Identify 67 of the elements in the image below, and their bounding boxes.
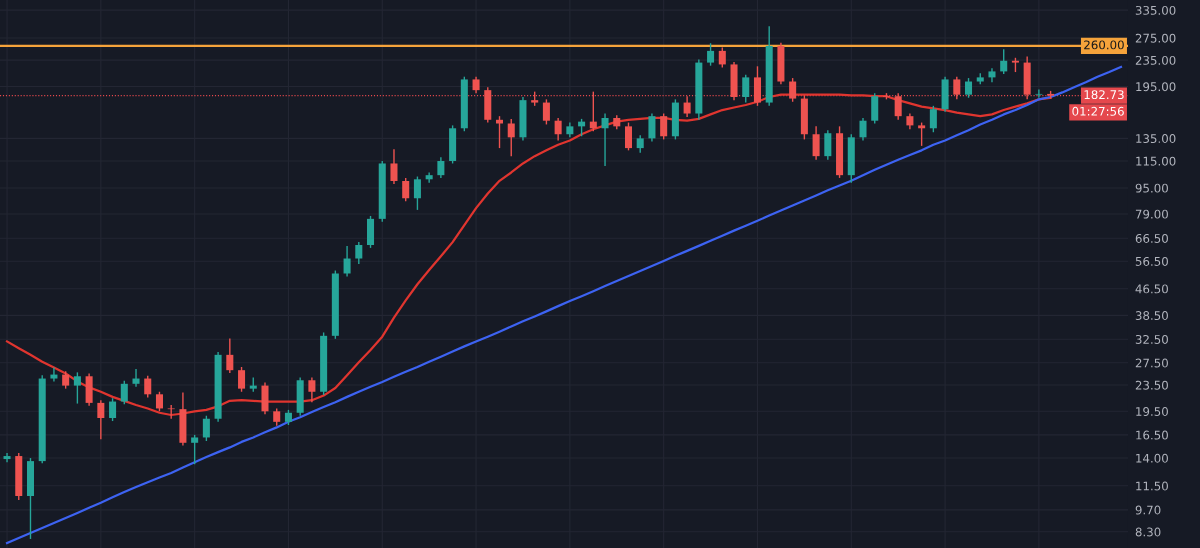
y-tick-label: 95.00 [1135, 183, 1168, 193]
candlestick [167, 404, 175, 420]
candlestick [929, 105, 937, 133]
candlestick [390, 148, 398, 185]
candlestick [343, 245, 351, 278]
candlestick [624, 121, 633, 152]
y-tick-label: 335.00 [1135, 5, 1176, 15]
y-tick-label: 38.50 [1135, 311, 1168, 321]
candlestick [601, 112, 609, 167]
candlestick [507, 118, 515, 157]
candlestick [355, 241, 363, 265]
y-tick-label: 275.00 [1135, 33, 1176, 43]
candlestick [191, 434, 199, 465]
y-tick-label: 9.70 [1135, 505, 1161, 515]
candlestick [495, 115, 504, 149]
candlestick [660, 112, 668, 141]
candlestick [812, 125, 820, 161]
candlestick [425, 171, 433, 184]
candlestick [50, 366, 58, 383]
candlestick [707, 42, 715, 67]
y-tick-label: 66.50 [1135, 233, 1168, 243]
candlestick [308, 376, 316, 403]
candlestick [542, 98, 550, 126]
candlestick [1000, 48, 1008, 75]
annotation: 01:27:56 [1072, 106, 1124, 116]
candlestick [109, 397, 117, 422]
y-tick-label: 16.50 [1136, 430, 1168, 440]
candlestick [859, 117, 867, 142]
y-tick-label: 19.50 [1136, 407, 1168, 416]
candlestick [402, 177, 410, 203]
candlestick [824, 129, 832, 161]
y-tick-label: 46.50 [1135, 284, 1168, 294]
y-tick-label: 32.50 [1135, 334, 1168, 344]
candlestick [73, 371, 81, 405]
candlestick [155, 391, 163, 413]
candlestick [97, 399, 105, 440]
candlestick [3, 452, 11, 463]
y-tick-label: 23.50 [1135, 380, 1168, 390]
line-series [5, 65, 1123, 545]
candlestick [238, 366, 246, 393]
candlestick [1035, 88, 1043, 99]
y-tick-label: 27.50 [1135, 358, 1168, 368]
y-tick-label: 235.00 [1135, 55, 1176, 65]
ref-line-label: 182.73 [1084, 90, 1124, 100]
candlestick [120, 380, 128, 405]
candlestick [742, 74, 750, 104]
candlestick [648, 112, 656, 143]
y-tick-label: 14.00 [1136, 453, 1168, 463]
candlestick [202, 415, 210, 442]
candlestick [132, 368, 140, 388]
candlestick [965, 77, 973, 99]
y-tick-label: 11.50 [1136, 481, 1168, 491]
ref-line-label: 260.00 [1084, 40, 1124, 50]
candlestick [718, 46, 726, 69]
y-tick-label: 135.00 [1136, 134, 1176, 144]
candlestick [918, 121, 926, 147]
y-tick-label: 195.00 [1136, 82, 1176, 92]
y-tick-label: 79.00 [1135, 209, 1168, 219]
candlestick [554, 117, 562, 142]
y-tick-label: 8.30 [1135, 527, 1161, 537]
y-tick-label: 115.00 [1136, 156, 1176, 166]
y-tick-label: 56.50 [1135, 256, 1168, 266]
candlestick [226, 337, 234, 374]
candlestick [437, 156, 445, 179]
candlestick [789, 77, 797, 103]
candlestick [413, 175, 421, 211]
candlestick [144, 375, 152, 399]
